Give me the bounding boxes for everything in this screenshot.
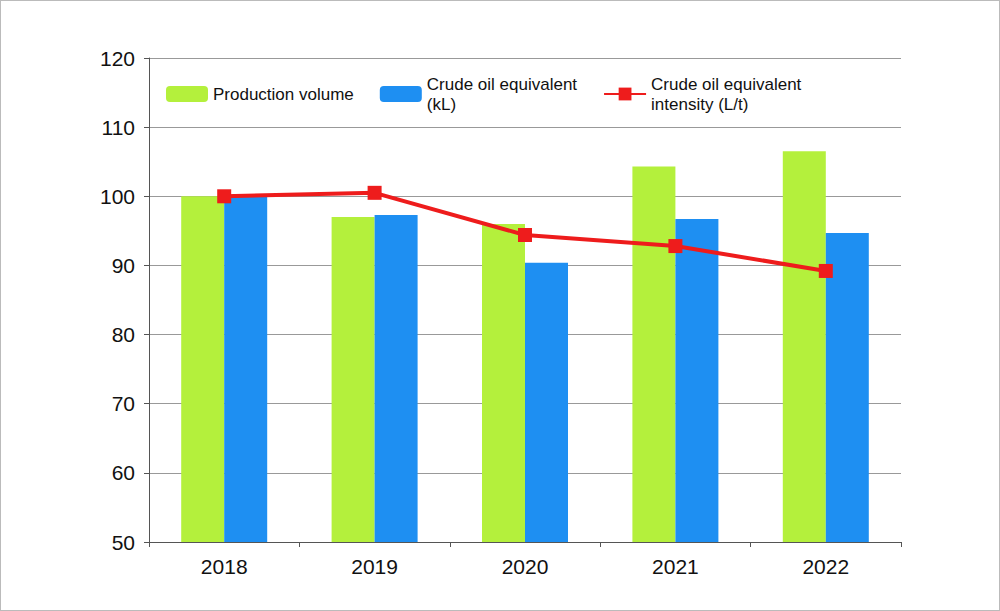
svg-text:(kL): (kL) — [427, 95, 456, 114]
svg-text:60: 60 — [112, 461, 135, 484]
svg-text:70: 70 — [112, 392, 135, 415]
svg-text:90: 90 — [112, 254, 135, 277]
svg-text:Crude oil equivalent: Crude oil equivalent — [427, 75, 578, 94]
svg-text:Crude oil equivalent: Crude oil equivalent — [651, 75, 802, 94]
svg-text:120: 120 — [100, 47, 135, 70]
svg-text:110: 110 — [102, 116, 135, 139]
svg-text:Production volume: Production volume — [213, 85, 354, 104]
svg-text:50: 50 — [112, 531, 135, 554]
svg-text:intensity (L/t): intensity (L/t) — [651, 95, 748, 114]
svg-text:100: 100 — [100, 185, 135, 208]
svg-text:80: 80 — [112, 323, 135, 346]
svg-text:2018: 2018 — [201, 555, 248, 578]
svg-text:2020: 2020 — [502, 555, 549, 578]
svg-text:2019: 2019 — [351, 555, 398, 578]
svg-text:2021: 2021 — [652, 555, 699, 578]
svg-text:2022: 2022 — [802, 555, 849, 578]
